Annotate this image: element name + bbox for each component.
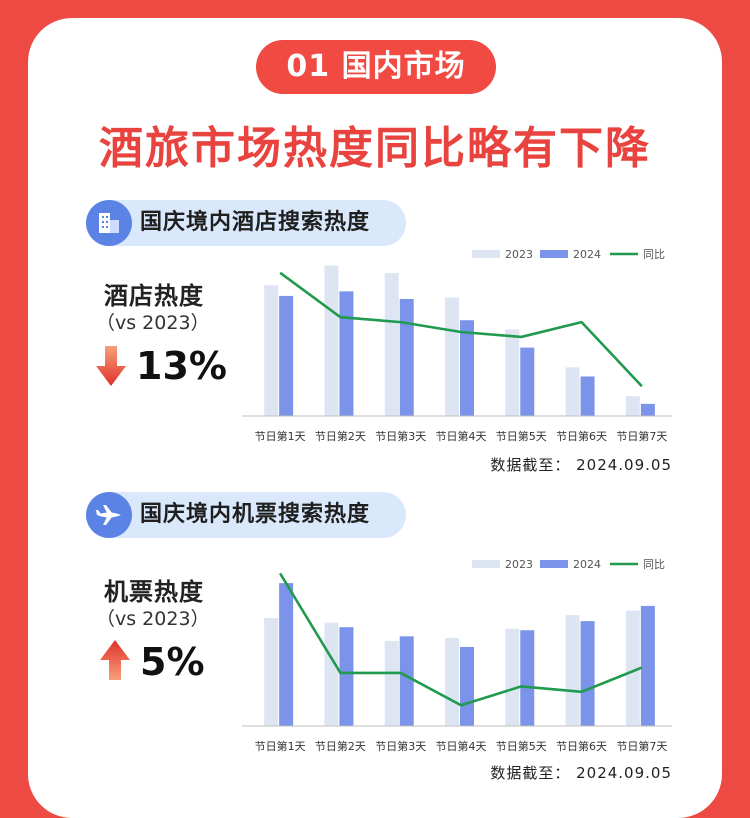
x-tick-label: 节日第7天 <box>616 429 667 443</box>
legend-label: 2024 <box>573 248 601 261</box>
bar-2023 <box>505 329 520 416</box>
yoy-line <box>279 271 643 388</box>
bar-2024 <box>580 376 595 416</box>
bar-2024 <box>460 320 474 416</box>
bar-2024 <box>399 298 414 416</box>
x-tick-label: 节日第4天 <box>436 429 487 443</box>
legend-swatch-2024 <box>540 250 568 258</box>
page-headline: 酒旅市场热度同比略有下降 <box>99 123 651 174</box>
legend-label: 2024 <box>573 558 601 571</box>
x-tick-label: 节日第2天 <box>315 429 366 443</box>
metric-sub-flight: （vs 2023） <box>96 608 210 630</box>
legend-swatch-2023 <box>472 250 500 258</box>
legend-swatch-2023 <box>472 560 500 568</box>
bar-2023 <box>445 637 459 726</box>
arrow-up-icon <box>100 640 130 680</box>
x-tick-label: 节日第7天 <box>616 739 667 753</box>
x-tick-label: 节日第6天 <box>556 429 607 443</box>
legend-swatch-2024 <box>540 560 568 568</box>
section-header-hotel <box>86 200 406 246</box>
bar-2024 <box>339 627 354 726</box>
bar-2023 <box>384 640 399 726</box>
legend-label: 2023 <box>505 558 533 571</box>
x-tick-label: 节日第2天 <box>315 739 366 753</box>
x-tick-label: 节日第5天 <box>496 739 547 753</box>
x-tick-label: 节日第6天 <box>556 739 607 753</box>
data-date-note-flight: 数据截至： 2024.09.05 <box>490 764 672 782</box>
content-card <box>28 18 722 818</box>
bar-2023 <box>625 396 640 416</box>
bar-2023 <box>384 273 399 416</box>
airplane-icon <box>86 492 132 538</box>
bar-2024 <box>399 636 414 726</box>
x-tick-label: 节日第4天 <box>436 739 487 753</box>
legend-label: 同比 <box>643 558 665 571</box>
bar-2023 <box>264 285 279 416</box>
bar-2024 <box>640 403 655 416</box>
section-pill: 01 国内市场 <box>256 40 496 94</box>
bar-2023 <box>324 622 339 726</box>
legend-label: 同比 <box>643 248 665 261</box>
metric-sub-hotel: （vs 2023） <box>96 312 210 334</box>
bar-2024 <box>580 621 595 726</box>
building-icon <box>86 200 132 246</box>
bar-2023 <box>565 367 580 416</box>
section-title-hotel: 国庆境内酒店搜索热度 <box>140 210 371 235</box>
legend-label: 2023 <box>505 248 533 261</box>
bar-2023 <box>505 628 520 726</box>
section-header-flight <box>86 492 406 538</box>
bar-2024 <box>640 605 655 726</box>
bar-2024 <box>339 291 354 416</box>
bar-2024 <box>279 295 294 416</box>
arrow-down-icon <box>96 346 126 386</box>
yoy-line <box>279 572 643 707</box>
metric-label-hotel: 酒店热度 <box>104 282 204 310</box>
metric-label-flight: 机票热度 <box>104 578 204 606</box>
x-tick-label: 节日第3天 <box>375 739 426 753</box>
bar-2024 <box>279 583 294 726</box>
section-title-flight: 国庆境内机票搜索热度 <box>140 502 371 527</box>
bar-2023 <box>445 297 459 416</box>
metric-value-hotel: 13% <box>136 344 227 388</box>
bar-2024 <box>520 630 535 726</box>
x-tick-label: 节日第1天 <box>255 429 306 443</box>
bar-2023 <box>565 615 580 726</box>
bar-2023 <box>264 618 279 726</box>
bar-2024 <box>460 646 474 726</box>
x-tick-label: 节日第3天 <box>375 429 426 443</box>
bar-2023 <box>324 265 339 416</box>
bar-2023 <box>625 610 640 726</box>
metric-value-flight: 5% <box>140 640 205 684</box>
bar-2024 <box>520 347 535 416</box>
data-date-note-hotel: 数据截至： 2024.09.05 <box>490 456 672 474</box>
x-tick-label: 节日第5天 <box>496 429 547 443</box>
x-tick-label: 节日第1天 <box>255 739 306 753</box>
